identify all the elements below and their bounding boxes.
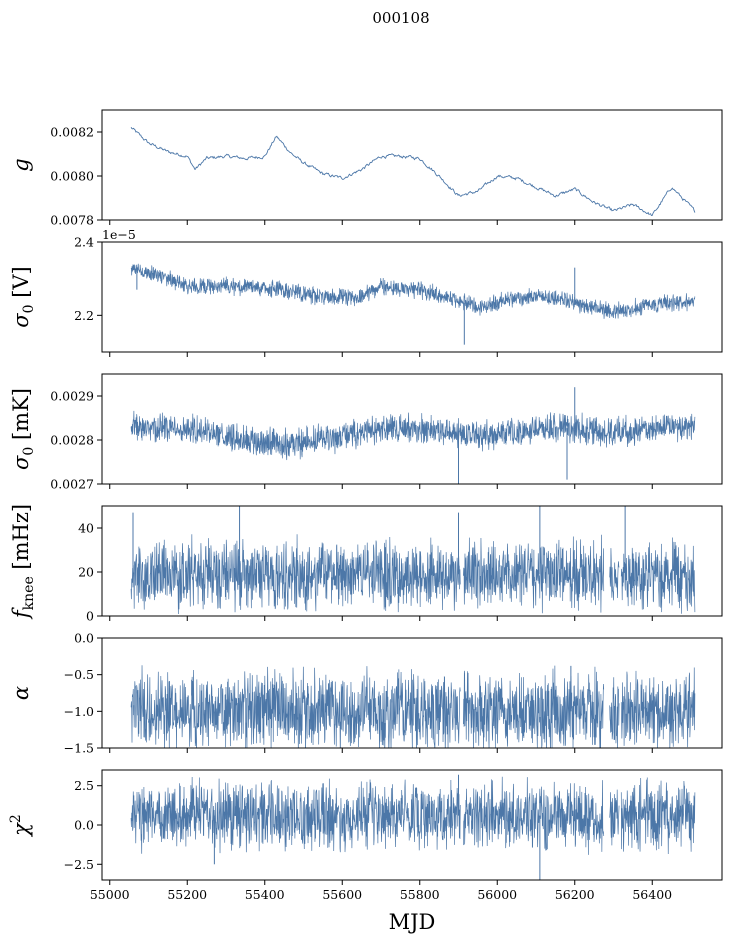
series-line-g xyxy=(130,126,696,217)
series-line-sigma0mk xyxy=(130,410,696,461)
ytick-label-fknee-2: 40 xyxy=(78,521,94,536)
ytick-label-alpha-0: −1.5 xyxy=(64,741,94,756)
ytick-label-chi2-1: 0.0 xyxy=(74,818,94,833)
ytick-label-g-2: 0.0082 xyxy=(50,125,94,140)
axes-frame-sigma0mk xyxy=(101,373,723,485)
ytick-label-fknee-1: 20 xyxy=(78,565,94,580)
ytick-label-sigma0mk-1: 0.0028 xyxy=(50,433,94,448)
xtick-label-7: 56400 xyxy=(632,887,672,902)
ytick-label-chi2-2: 2.5 xyxy=(74,778,94,793)
xtick-label-1: 55200 xyxy=(167,887,207,902)
x-axis-label: MJD xyxy=(389,910,436,934)
series-line-alpha xyxy=(130,665,696,748)
panel-fknee: 0 20 40 fknee [mHz] xyxy=(9,504,723,624)
y-axis-label-fknee: fknee [mHz] xyxy=(9,504,37,620)
ytick-label-fknee-0: 0 xyxy=(86,609,94,624)
xtick-label-5: 56000 xyxy=(477,887,517,902)
xtick-label-2: 55400 xyxy=(245,887,285,902)
ytick-label-sigma0v-1: 2.4 xyxy=(74,235,94,250)
ytick-label-alpha-1: −1.0 xyxy=(64,704,94,719)
ytick-label-sigma0v-0: 2.2 xyxy=(74,308,94,323)
offset-text-sigma0v: 1e−5 xyxy=(102,227,136,242)
axes-frame-sigma0v xyxy=(101,241,723,353)
ytick-label-g-1: 0.0080 xyxy=(50,169,94,184)
panel-chi2: −2.5 0.0 2.5 55000 55200 55400 55600 55800 56000… xyxy=(8,769,723,902)
xtick-label-6: 56200 xyxy=(555,887,595,902)
axes-frame-fknee xyxy=(101,505,723,617)
figure-suptitle: 000108 xyxy=(372,9,429,27)
y-axis-label-sigma0mk: σ0 [mK] xyxy=(9,388,37,470)
axes-frame-alpha xyxy=(101,637,723,749)
xtick-label-0: 55000 xyxy=(90,887,130,902)
ytick-label-g-0: 0.0078 xyxy=(50,213,94,228)
y-axis-label-sigma0v: σ0 [V] xyxy=(9,266,37,328)
xtick-label-4: 55800 xyxy=(400,887,440,902)
panel-g: 0.0078 0.0080 0.0082 g xyxy=(9,109,723,228)
panel-sigma0mk: 0.0027 0.0028 0.0029 σ0 [mK] xyxy=(9,373,723,492)
ytick-label-sigma0mk-0: 0.0027 xyxy=(50,477,94,492)
ytick-label-sigma0mk-2: 0.0029 xyxy=(50,389,94,404)
xtick-label-3: 55600 xyxy=(322,887,362,902)
panel-sigma0v: 2.2 2.4 1e−5 σ0 [V] xyxy=(9,227,723,357)
y-axis-label-alpha: α xyxy=(9,686,33,700)
series-line-chi2 xyxy=(130,776,696,855)
series-line-fknee xyxy=(130,534,696,614)
series-line-sigma0v xyxy=(130,263,696,319)
y-axis-label-g: g xyxy=(9,158,33,171)
axes-frame-g xyxy=(101,109,723,221)
ytick-label-chi2-0: −2.5 xyxy=(64,857,94,872)
panel-alpha: −1.5 −1.0 −0.5 0.0 α xyxy=(9,631,723,756)
ytick-label-alpha-3: 0.0 xyxy=(74,631,94,646)
ytick-label-alpha-2: −0.5 xyxy=(64,667,94,682)
y-axis-label-chi2: χ2 xyxy=(8,814,33,838)
